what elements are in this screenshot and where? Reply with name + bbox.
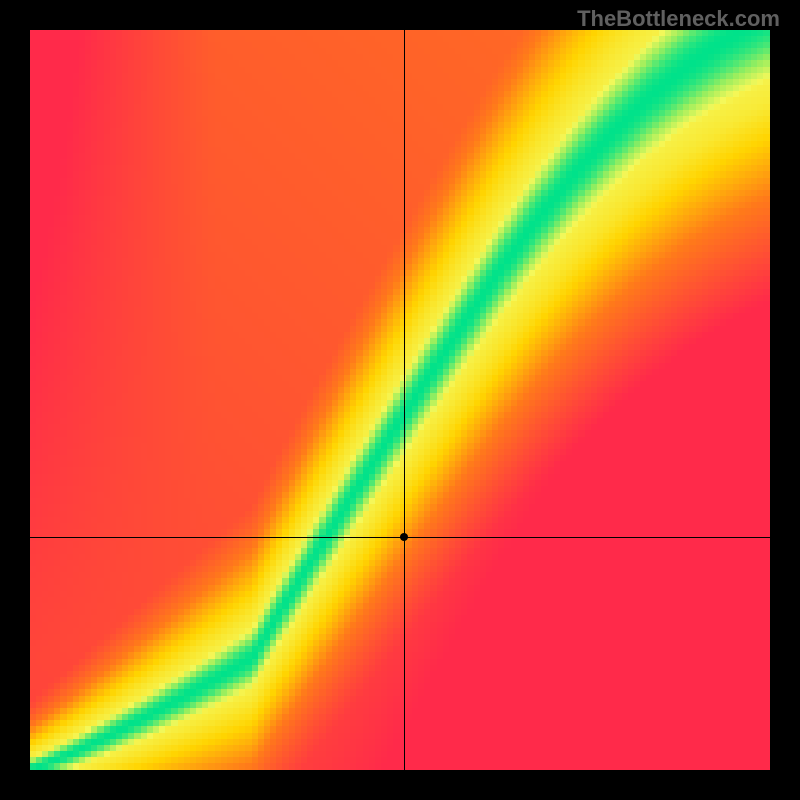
crosshair-marker-dot xyxy=(400,533,408,541)
watermark-text: TheBottleneck.com xyxy=(577,6,780,32)
heatmap-canvas xyxy=(30,30,770,770)
chart-container: TheBottleneck.com xyxy=(0,0,800,800)
plot-area xyxy=(30,30,770,770)
crosshair-vertical xyxy=(404,30,405,770)
